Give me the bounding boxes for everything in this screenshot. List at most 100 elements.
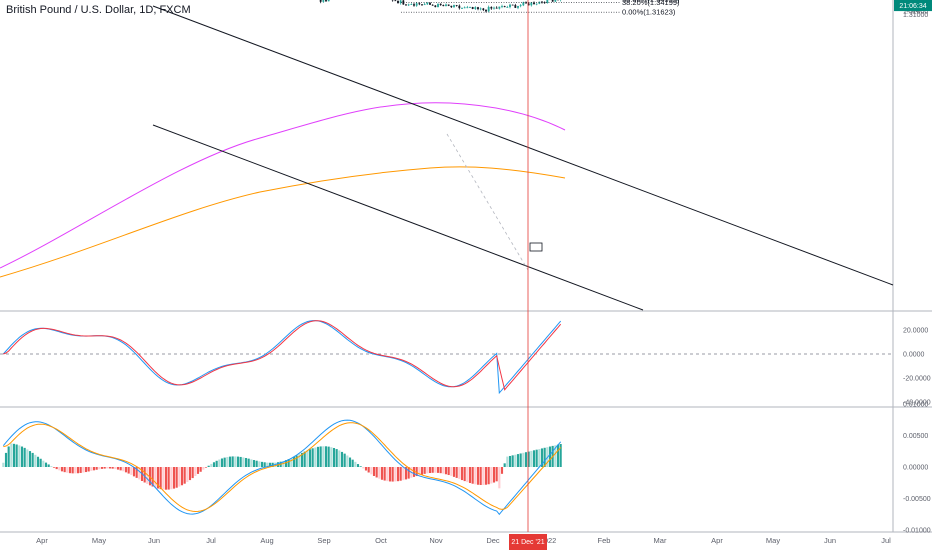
candle-body xyxy=(437,3,439,8)
candle-body xyxy=(322,0,325,2)
macd-histogram-bar xyxy=(122,467,125,472)
candle-body xyxy=(485,10,487,12)
candle-body xyxy=(397,0,399,4)
macd-axis-tick: -0.01000 xyxy=(903,528,931,535)
candle-body xyxy=(551,0,554,2)
candle-body xyxy=(522,2,525,6)
macd-histogram-bar xyxy=(258,461,261,467)
macd-histogram-bar xyxy=(343,453,346,467)
macd-histogram-bar xyxy=(524,452,528,467)
macd-histogram-bar xyxy=(60,467,64,472)
macd-histogram-bar xyxy=(143,467,146,483)
price-axis-tick: 1.32000 xyxy=(903,8,928,15)
macd-histogram-bar xyxy=(559,444,562,467)
macd-histogram-bar xyxy=(44,462,48,467)
macd-histogram-bar xyxy=(428,467,432,473)
macd-histogram-bar xyxy=(74,467,77,474)
candle-body xyxy=(442,5,445,7)
macd-histogram-bar xyxy=(354,461,357,467)
macd-histogram-bar xyxy=(476,467,480,485)
macd-histogram-bar xyxy=(124,467,128,473)
candle-body xyxy=(474,7,477,9)
macd-histogram-bar xyxy=(447,467,450,476)
macd-histogram-bar xyxy=(228,456,232,467)
candle-body xyxy=(554,0,557,2)
macd-histogram-bar xyxy=(239,456,242,467)
macd-histogram-bar xyxy=(535,449,538,467)
macd-histogram-bar xyxy=(300,452,304,467)
macd-histogram-bar xyxy=(103,467,106,469)
macd-histogram-bar xyxy=(116,467,120,470)
candle-body xyxy=(498,6,501,9)
macd-histogram-bar xyxy=(199,467,202,472)
macd-histogram-bar xyxy=(31,452,34,467)
moving-average-pink xyxy=(0,102,566,269)
macd-histogram-bar xyxy=(370,467,373,475)
macd-histogram-bar xyxy=(311,448,314,467)
macd-histogram-bar xyxy=(63,467,66,473)
candle-body xyxy=(325,0,327,2)
macd-histogram-bar xyxy=(226,457,229,467)
candle-body xyxy=(501,6,503,7)
macd-histogram-bar xyxy=(458,467,461,479)
macd-histogram-bar xyxy=(298,454,301,467)
macd-histogram-bar xyxy=(255,460,258,467)
macd-histogram-bar xyxy=(484,467,488,485)
macd-histogram-bar xyxy=(418,467,421,476)
macd-histogram-bar xyxy=(527,451,530,467)
macd-histogram-bar xyxy=(378,467,381,479)
macd-histogram-bar xyxy=(516,454,520,467)
macd-histogram-bar xyxy=(236,456,240,467)
macd-histogram-bar xyxy=(196,467,200,474)
macd-histogram-bar xyxy=(26,449,29,467)
macd-histogram-bar xyxy=(399,467,402,481)
macd-histogram-bar xyxy=(479,467,482,485)
candle-body xyxy=(509,4,511,8)
macd-histogram-bar xyxy=(402,467,405,481)
candle-body xyxy=(434,5,437,8)
candle-body xyxy=(453,5,455,8)
macd-histogram-bar xyxy=(372,467,376,476)
time-axis-label: May xyxy=(92,536,106,545)
macd-histogram-bar xyxy=(207,465,210,467)
candle-body xyxy=(533,2,535,5)
macd-histogram-bar xyxy=(47,464,50,467)
channel-lower-line[interactable] xyxy=(152,124,644,311)
time-axis-label: Jul xyxy=(206,536,216,545)
macd-histogram-bar xyxy=(386,467,389,482)
macd-histogram-bar xyxy=(210,463,213,467)
macd-histogram-bar xyxy=(380,467,384,480)
channel-upper-line[interactable] xyxy=(152,5,894,286)
macd-histogram-bar xyxy=(362,467,365,469)
macd-histogram-bar xyxy=(194,467,197,477)
macd-histogram-bar xyxy=(522,452,525,467)
candle-body xyxy=(487,6,490,12)
oscillator-axis-tick: -40.0000 xyxy=(903,400,931,407)
macd-histogram-bar xyxy=(463,467,466,482)
macd-histogram-bar xyxy=(92,467,96,471)
macd-histogram-bar xyxy=(367,467,370,473)
fib-level-label: 0.00%(1.31623) xyxy=(622,8,676,17)
candle-body xyxy=(413,4,415,6)
fib-level-label: 61.80%(1.35791) xyxy=(622,0,680,1)
macd-histogram-bar xyxy=(76,467,80,474)
macd-histogram-bar xyxy=(530,450,533,467)
macd-histogram-bar xyxy=(324,446,328,467)
macd-histogram-bar xyxy=(18,445,21,467)
macd-histogram-bar xyxy=(514,454,517,467)
macd-histogram-bar xyxy=(98,467,101,470)
macd-histogram-bar xyxy=(439,467,442,474)
time-axis-label: Apr xyxy=(711,536,723,545)
candle-body xyxy=(447,4,450,6)
macd-histogram-bar xyxy=(474,467,477,485)
time-axis-label: Aug xyxy=(260,536,273,545)
macd-histogram-bar xyxy=(356,464,360,467)
macd-histogram-bar xyxy=(503,463,506,467)
macd-histogram-bar xyxy=(204,467,208,468)
macd-histogram-bar xyxy=(490,467,493,484)
macd-histogram-bar xyxy=(468,467,472,483)
macd-histogram-bar xyxy=(471,467,474,484)
annotation-box xyxy=(529,242,543,252)
